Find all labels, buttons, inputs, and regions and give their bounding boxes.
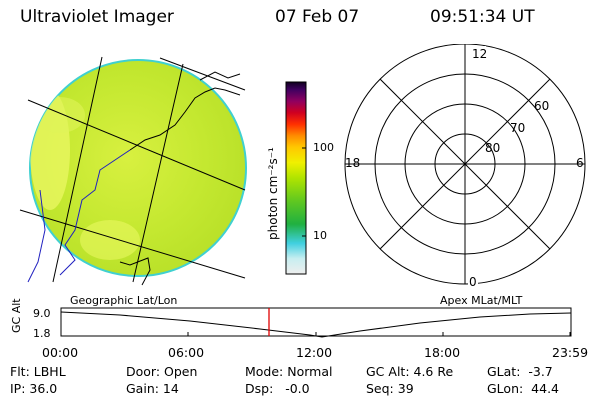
door-status: Door: Open — [126, 364, 198, 379]
ip-status: IP: 36.0 — [10, 381, 58, 396]
gc-alt-status: GC Alt: 4.6 Re — [366, 364, 454, 379]
mode-status: Mode: Normal — [245, 364, 333, 379]
mlt-12-label: 12 — [472, 47, 487, 61]
apex-label: Apex MLat/MLT — [440, 294, 523, 307]
colorbar-tick-100: 100 — [313, 141, 334, 154]
time-tick-0600: 06:00 — [168, 345, 205, 360]
lat-lon-grid — [19, 56, 246, 283]
gain-status: Gain: 14 — [126, 381, 179, 396]
seq-status: Seq: 39 — [366, 381, 414, 396]
polar-plot: 12 0 18 6 60 70 80 — [344, 44, 586, 289]
colorbar-label: photon cm⁻²s⁻¹ — [266, 147, 280, 240]
time-tick-1800: 18:00 — [424, 345, 461, 360]
lat-80-label: 80 — [485, 141, 500, 155]
lat-60-label: 60 — [534, 99, 549, 113]
instrument-title: Ultraviolet Imager — [20, 7, 174, 27]
coastline — [27, 149, 131, 283]
lat-70-label: 70 — [510, 121, 525, 135]
mlt-6-label: 6 — [576, 156, 584, 170]
coastline-outer — [119, 71, 241, 286]
alt-top-tick: 9.0 — [33, 307, 51, 320]
time-label: 09:51:34 UT — [430, 7, 535, 27]
altitude-strip-chart — [60, 307, 572, 338]
time-tick-0000: 00:00 — [42, 345, 79, 360]
color-bar — [285, 81, 307, 275]
glon-status: GLon: 44.4 — [487, 381, 559, 396]
alt-bottom-tick: 1.8 — [33, 327, 51, 340]
mlt-0-label: 0 — [469, 275, 477, 289]
geographic-label: Geographic Lat/Lon — [70, 294, 178, 307]
glat-status: GLat: -3.7 — [487, 364, 553, 379]
date-label: 07 Feb 07 — [275, 7, 360, 27]
mlt-18-label: 18 — [345, 156, 360, 170]
imager-disk-panel — [19, 56, 247, 286]
time-tick-1200: 12:00 — [296, 345, 333, 360]
filter-status: Flt: LBHL — [10, 364, 66, 379]
time-tick-2359: 23:59 — [552, 345, 589, 360]
alt-axis-label: GC Alt — [10, 298, 23, 333]
dsp-status: Dsp: -0.0 — [245, 381, 310, 396]
colorbar-tick-10: 10 — [313, 229, 327, 242]
